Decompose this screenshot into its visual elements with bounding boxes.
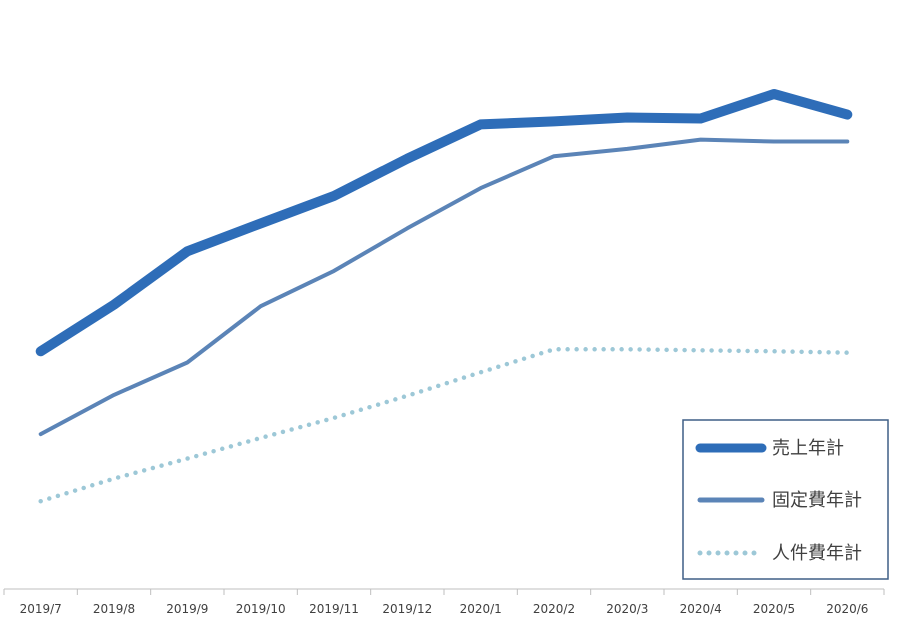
legend-label-fixed-cost: 固定費年計: [772, 490, 862, 511]
x-tick-label: 2020/2: [533, 602, 575, 616]
x-tick-label: 2020/3: [606, 602, 648, 616]
x-tick-label: 2020/6: [826, 602, 868, 616]
x-tick-label: 2019/12: [382, 602, 432, 616]
series-line-sales: [35, 89, 853, 357]
x-tick-label: 2019/7: [20, 602, 62, 616]
legend: 売上年計 固定費年計 人件費年計: [682, 419, 889, 580]
series-line-personnel-cost: [38, 347, 850, 504]
legend-label-sales: 売上年計: [772, 438, 844, 459]
legend-label-personnel-cost: 人件費年計: [772, 543, 862, 564]
x-tick-label: 2020/4: [680, 602, 722, 616]
x-tick-label: 2020/5: [753, 602, 795, 616]
x-tick-label: 2019/10: [236, 602, 286, 616]
x-tick-label: 2020/1: [460, 602, 502, 616]
series-line-fixed-cost: [38, 137, 850, 437]
x-axis: 2019/7 2019/8 2019/9 2019/10 2019/11 2019/12 2…: [3, 588, 885, 616]
x-tick-label: 2019/9: [166, 602, 208, 616]
x-tick-label: 2019/11: [309, 602, 359, 616]
x-tick-label: 2019/8: [93, 602, 135, 616]
plot-area: [35, 89, 853, 504]
